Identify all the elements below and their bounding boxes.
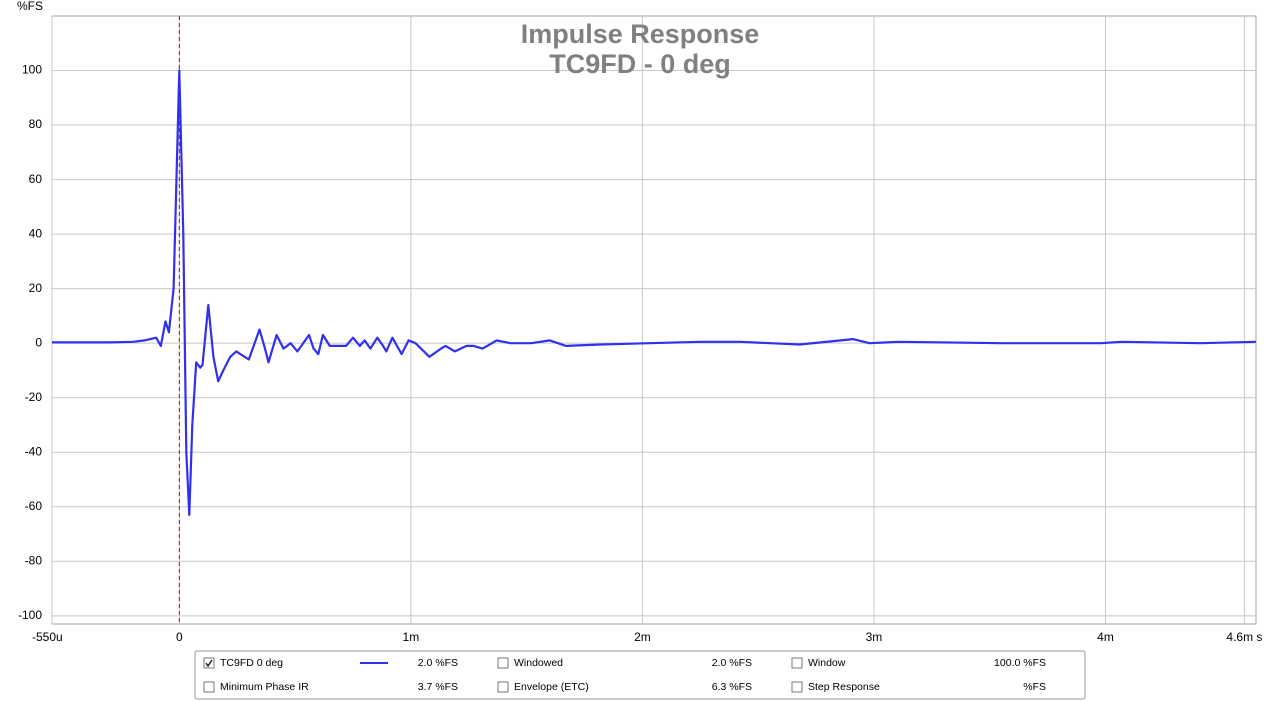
x-tick-label: 4m xyxy=(1097,630,1114,644)
legend-reading: %FS xyxy=(1023,681,1046,693)
y-tick-label: -100 xyxy=(18,608,42,622)
chart-subtitle: TC9FD - 0 deg xyxy=(549,49,731,79)
legend-reading: 2.0 %FS xyxy=(418,657,458,669)
legend-label: Window xyxy=(808,657,846,669)
legend-checkbox xyxy=(791,681,803,693)
chart-title: Impulse Response xyxy=(521,19,760,49)
y-axis-label: %FS xyxy=(17,0,43,13)
legend-reading: 2.0 %FS xyxy=(712,657,752,669)
legend-checkbox xyxy=(791,657,803,669)
y-tick-label: -80 xyxy=(25,553,43,567)
legend-label: Envelope (ETC) xyxy=(514,681,589,693)
legend-check xyxy=(205,659,213,668)
legend-reading: 6.3 %FS xyxy=(712,681,752,693)
legend-reading: 3.7 %FS xyxy=(418,681,458,693)
y-tick-label: -40 xyxy=(25,444,43,458)
y-tick-label: 100 xyxy=(22,63,42,77)
x-tick-label: 1m xyxy=(403,630,420,644)
legend-checkbox xyxy=(497,657,509,669)
legend-checkbox xyxy=(203,681,215,693)
y-tick-label: 0 xyxy=(35,335,42,349)
legend-label: Step Response xyxy=(808,681,880,693)
legend-checkbox xyxy=(497,681,509,693)
x-tick-label: -550u xyxy=(32,630,63,644)
y-tick-label: 80 xyxy=(29,117,43,131)
y-tick-label: -60 xyxy=(25,499,43,513)
y-tick-label: 60 xyxy=(29,172,43,186)
y-tick-label: 40 xyxy=(29,226,43,240)
legend-reading: 100.0 %FS xyxy=(994,657,1046,669)
y-tick-label: -20 xyxy=(25,390,43,404)
legend-label: TC9FD 0 deg xyxy=(220,657,283,669)
x-tick-label: 3m xyxy=(866,630,883,644)
legend-checkbox xyxy=(203,657,215,669)
x-tick-label: 4.6m s xyxy=(1226,630,1262,644)
legend-label: Minimum Phase IR xyxy=(220,681,309,693)
legend-label: Windowed xyxy=(514,657,563,669)
legend-box xyxy=(194,650,1086,700)
x-tick-label: 2m xyxy=(634,630,651,644)
data-line xyxy=(52,69,1257,516)
x-tick-label: 0 xyxy=(176,630,183,644)
y-tick-label: 20 xyxy=(29,281,43,295)
plot-area xyxy=(51,15,1257,625)
